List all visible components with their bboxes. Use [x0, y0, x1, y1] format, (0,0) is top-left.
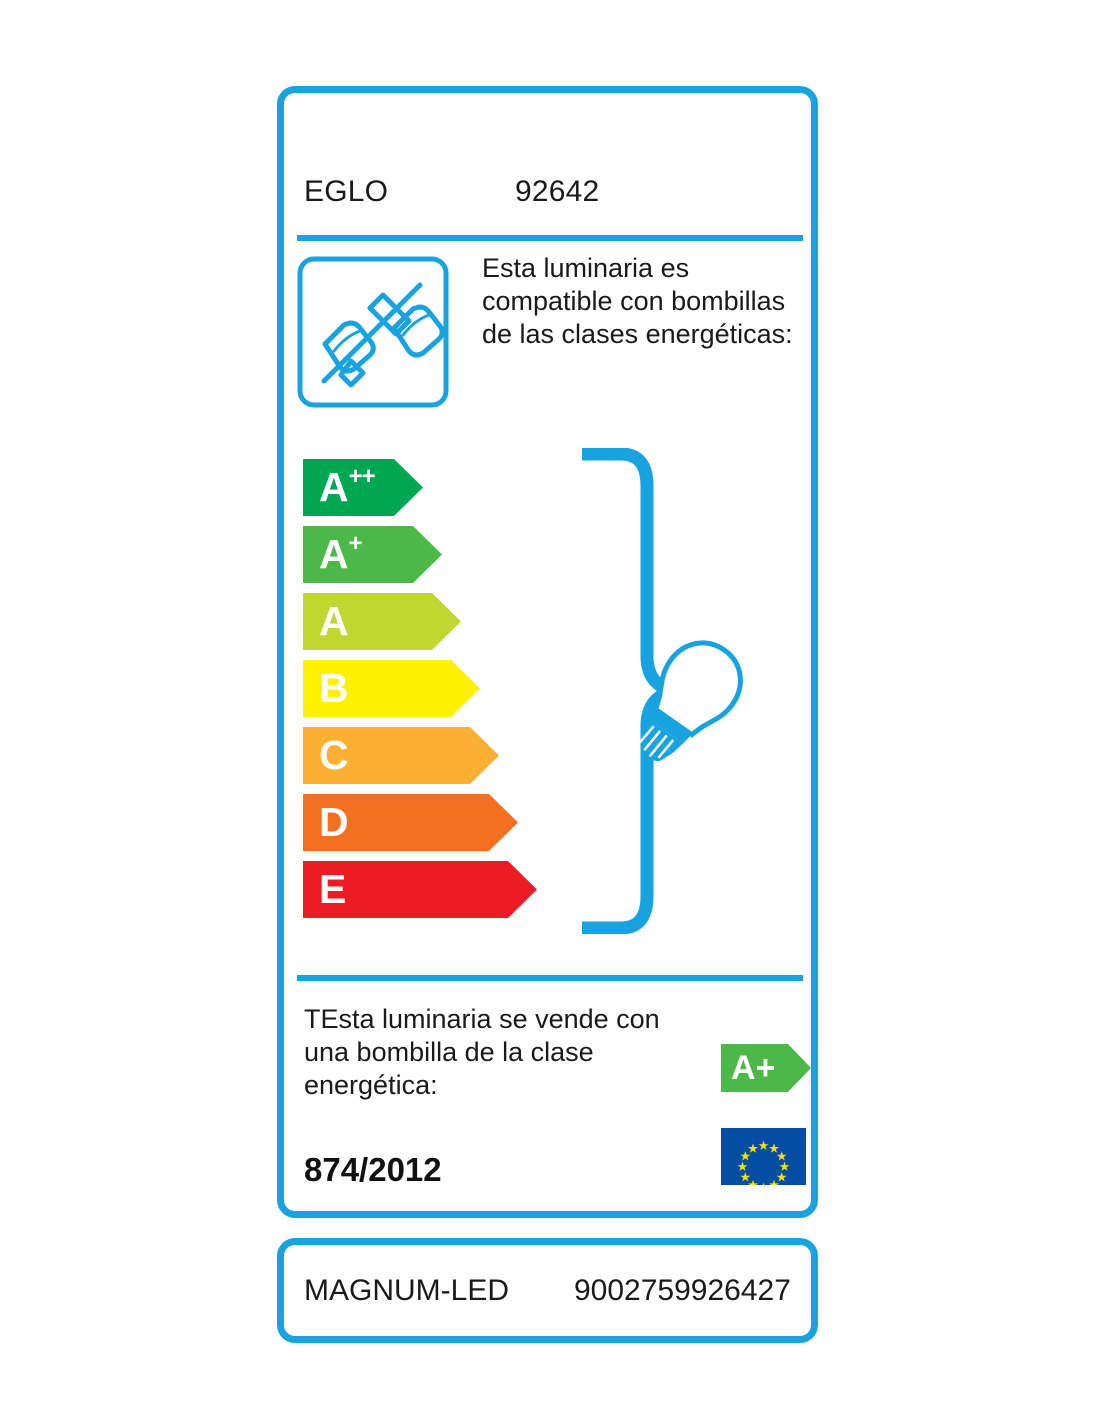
energy-class-row-a-plus: A +: [303, 526, 442, 583]
brace-and-bulb-group: [579, 448, 809, 934]
energy-class-row-a-plus-plus: A ++: [303, 459, 423, 516]
sold-with-text: TEsta luminaria se vende con una bombill…: [304, 1004, 660, 1100]
energy-class-row-c: C: [303, 727, 499, 784]
energy-class-row-d: D: [303, 794, 518, 851]
energy-class-row-e: E: [303, 861, 537, 918]
compatibility-block: Esta luminaria es compatible con bombill…: [297, 253, 809, 416]
divider-top: [297, 235, 803, 241]
brand-name: EGLO: [304, 175, 389, 208]
two-spot-ceiling-light-icon: [297, 256, 449, 408]
model-code: 92642: [515, 175, 600, 208]
sold-with-class-badge: A+: [721, 1044, 811, 1092]
main-label-panel: EGLO 92642: [277, 86, 818, 1218]
header-row: EGLO 92642: [297, 175, 809, 225]
eu-flag-icon: [721, 1128, 806, 1185]
divider-bottom: [297, 975, 803, 981]
compatibility-text: Esta luminaria es compatible con bombill…: [482, 253, 793, 349]
product-name: MAGNUM-LED: [304, 1274, 510, 1307]
light-bulb-icon: [639, 640, 743, 762]
energy-class-row-b: B: [303, 660, 480, 717]
product-ean: 9002759926427: [574, 1274, 791, 1307]
regulation-number: 874/2012: [304, 1151, 442, 1188]
energy-class-ladder: A ++ A + A: [303, 459, 543, 919]
footer-panel: MAGNUM-LED 9002759926427: [277, 1238, 818, 1343]
energy-class-row-a: A: [303, 593, 461, 650]
